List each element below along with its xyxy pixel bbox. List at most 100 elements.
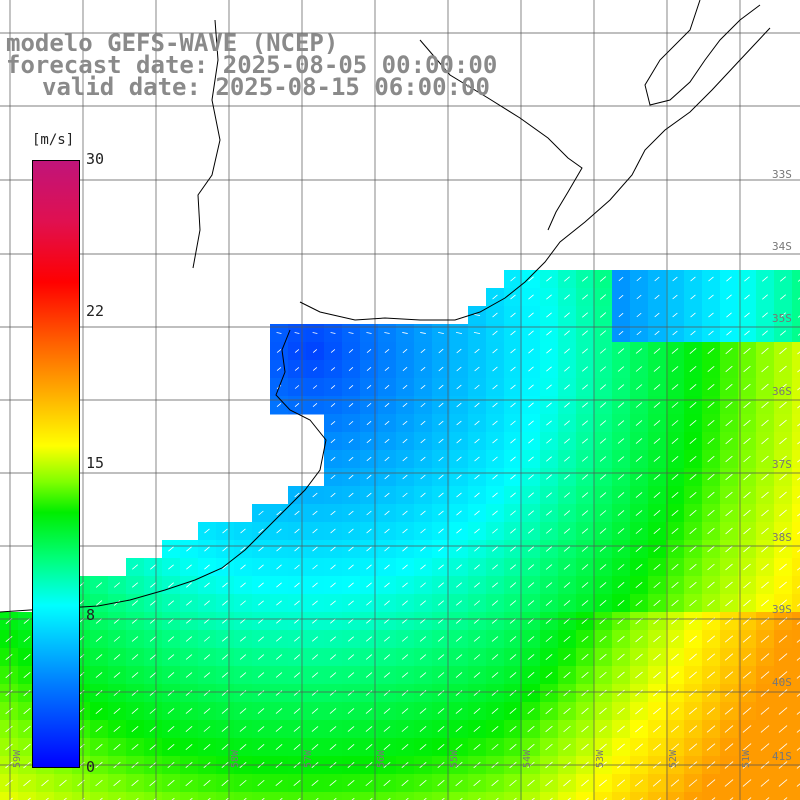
wind-arrow [131, 600, 139, 606]
wind-arrow [402, 510, 408, 516]
wind-arrow [531, 797, 535, 800]
wind-arrow [653, 707, 661, 715]
wind-cell [252, 792, 271, 800]
wind-arrow [635, 743, 643, 751]
wind-cell [792, 360, 800, 379]
wind-arrow [402, 438, 408, 444]
wind-arrow [294, 492, 300, 498]
wind-arrow [258, 546, 264, 552]
border-brazil-uruguay [419, 39, 583, 231]
wind-arrow [312, 582, 318, 588]
wind-arrow [563, 528, 571, 534]
wind-arrow [779, 491, 787, 499]
wind-arrow [617, 528, 625, 534]
wind-arrow [653, 725, 661, 733]
wind-arrow [671, 509, 679, 517]
wind-arrow [796, 639, 800, 643]
wind-arrow [438, 510, 444, 516]
wind-arrow [420, 600, 426, 606]
wind-arrow [707, 527, 715, 535]
wind-arrow [455, 779, 463, 787]
wind-arrow [599, 366, 607, 372]
lon-label-55w: 55W [449, 749, 460, 768]
wind-arrow [383, 744, 391, 750]
wind-cell [792, 414, 800, 433]
wind-arrow [257, 690, 265, 696]
wind-arrow [546, 420, 552, 426]
wind-arrow [63, 797, 67, 800]
wind-arrow [510, 474, 516, 480]
wind-arrow [168, 582, 174, 588]
wind-arrow [294, 385, 300, 389]
wind-arrow [778, 707, 788, 715]
wind-arrow [510, 276, 516, 282]
wind-arrow [420, 492, 426, 498]
wind-arrow [384, 438, 390, 444]
wind-arrow [384, 528, 390, 534]
wind-cell [396, 792, 415, 800]
wind-arrow [599, 402, 607, 408]
wind-arrow [402, 420, 408, 426]
wind-cell [126, 792, 145, 800]
wind-arrow [617, 510, 625, 516]
wind-arrow [744, 276, 750, 282]
wind-arrow [492, 528, 498, 534]
wind-arrow [204, 546, 210, 552]
wind-arrow [653, 635, 661, 643]
wind-arrow [707, 581, 715, 589]
wind-arrow [760, 689, 770, 697]
wind-arrow [221, 779, 229, 787]
wind-arrow [670, 707, 680, 715]
wind-arrow [563, 600, 571, 606]
wind-arrow [23, 671, 31, 679]
wind-arrow [113, 654, 121, 660]
wind-arrow [365, 779, 373, 787]
wind-arrow [492, 294, 498, 300]
wind-arrow [293, 672, 301, 678]
wind-arrow [330, 618, 336, 624]
wind-arrow [384, 600, 390, 606]
wind-arrow [796, 675, 800, 679]
wind-arrow [257, 726, 265, 732]
wind-arrow [131, 708, 139, 714]
wind-arrow [239, 726, 247, 732]
wind-arrow [473, 708, 481, 714]
wind-arrow [240, 564, 246, 570]
wind-arrow [293, 779, 301, 787]
wind-arrow [564, 312, 570, 318]
wind-arrow [545, 600, 553, 606]
wind-arrow [581, 438, 589, 444]
wind-arrow [599, 546, 607, 552]
wind-arrow [581, 671, 589, 679]
wind-arrow [671, 420, 679, 426]
wind-arrow [742, 743, 752, 751]
wind-arrow [455, 726, 463, 732]
wind-arrow [384, 510, 390, 516]
wind-arrow [528, 420, 534, 426]
wind-arrow [348, 528, 354, 534]
wind-arrow [474, 366, 480, 372]
wind-cell [468, 792, 487, 800]
wind-arrow [797, 387, 800, 391]
wind-arrow [545, 654, 553, 660]
wind-arrow [405, 797, 409, 800]
wind-arrow [599, 635, 607, 643]
wind-arrow [742, 689, 752, 697]
colorbar-tick-30: 30 [86, 150, 105, 168]
wind-cell [792, 792, 800, 800]
wind-arrow [636, 312, 642, 318]
lat-label-33s: 33S [772, 168, 792, 181]
lat-label-38s: 38S [772, 531, 792, 544]
wind-arrow [689, 437, 697, 445]
wind-cell [108, 792, 127, 800]
wind-arrow [707, 509, 715, 517]
wind-arrow [384, 366, 390, 372]
wind-arrow [761, 347, 769, 355]
wind-cell [36, 792, 55, 800]
wind-arrow [492, 474, 498, 480]
wind-arrow [294, 367, 300, 371]
wind-arrow [563, 492, 571, 498]
wind-arrow [599, 330, 607, 336]
wind-arrow [438, 564, 444, 570]
wind-arrow [707, 545, 715, 553]
